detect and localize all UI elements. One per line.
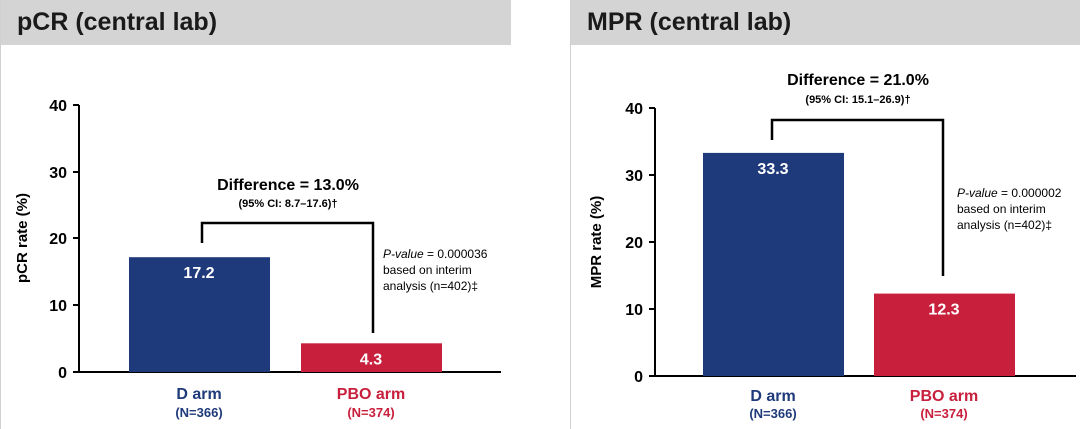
mpr-difference-label: Difference = 21.0% <box>787 72 929 89</box>
pcr-x-label-d-arm: D arm <box>176 386 221 403</box>
pcr-chart-svg: 0 10 20 30 40 pCR rate (%) 17.2 4.3 Diff… <box>14 98 501 420</box>
pcr-bar-pbo-arm-value: 4.3 <box>360 351 382 368</box>
pcr-x-n-pbo-arm: (N=374) <box>347 405 394 420</box>
mpr-bar-d-arm-value: 33.3 <box>757 161 788 178</box>
mpr-y-tick-label: 10 <box>625 302 643 319</box>
mpr-chart-title: MPR (central lab) <box>587 8 792 36</box>
mpr-pvalue-line3: analysis (n=402)‡ <box>957 218 1052 232</box>
pcr-x-n-d-arm: (N=366) <box>175 405 222 420</box>
pcr-bar-pbo-arm <box>301 343 442 372</box>
mpr-bar-pbo-arm-value: 12.3 <box>928 302 959 319</box>
mpr-ci-label: (95% CI: 15.1–26.9)† <box>805 94 910 106</box>
pcr-bar-d-arm-value: 17.2 <box>183 265 214 282</box>
pcr-y-axis-label: pCR rate (%) <box>14 193 31 283</box>
mpr-y-ticks: 0 10 20 30 40 <box>625 101 655 386</box>
mpr-x-label-d-arm: D arm <box>750 388 795 405</box>
pcr-bar-d-arm <box>129 257 270 372</box>
pcr-y-tick-label: 20 <box>49 231 67 248</box>
mpr-y-tick-label: 30 <box>625 168 643 185</box>
pcr-panel-header: pCR (central lab) <box>1 0 511 45</box>
mpr-pvalue-line1: P-value = 0.000002 <box>957 186 1062 200</box>
pcr-y-tick-label: 0 <box>58 365 67 382</box>
mpr-y-tick-label: 40 <box>625 101 643 118</box>
pcr-pvalue-line1: P-value = 0.000036 <box>383 247 488 261</box>
mpr-chart-svg: 0 10 20 30 40 MPR rate (%) 33.3 12.3 Dif… <box>588 72 1076 421</box>
mpr-x-label-pbo-arm: PBO arm <box>910 388 978 405</box>
pcr-chart-title: pCR (central lab) <box>17 8 218 36</box>
pcr-pvalue-line2: based on interim <box>383 263 472 277</box>
pcr-x-label-pbo-arm: PBO arm <box>337 386 405 403</box>
mpr-x-n-pbo-arm: (N=374) <box>920 406 967 421</box>
mpr-difference-bracket <box>770 118 945 276</box>
mpr-bar-pbo-arm <box>874 293 1015 376</box>
mpr-y-axis-label: MPR rate (%) <box>588 196 605 289</box>
pcr-y-ticks: 0 10 20 30 40 <box>49 98 79 382</box>
pcr-difference-label: Difference = 13.0% <box>217 177 359 194</box>
pcr-difference-bracket <box>200 221 375 333</box>
pcr-y-tick-label: 30 <box>49 165 67 182</box>
mpr-pvalue-line2: based on interim <box>957 202 1046 216</box>
pcr-y-tick-label: 10 <box>49 298 67 315</box>
pcr-chart-panel: pCR (central lab) 0 10 20 30 40 pCR rate… <box>0 0 511 429</box>
mpr-chart-panel: MPR (central lab) 0 10 20 30 40 MPR rate… <box>570 0 1080 429</box>
mpr-x-n-d-arm: (N=366) <box>749 406 796 421</box>
mpr-panel-header: MPR (central lab) <box>571 0 1080 45</box>
mpr-bar-d-arm <box>703 152 844 376</box>
pcr-ci-label: (95% CI: 8.7–17.6)† <box>238 198 337 210</box>
mpr-y-tick-label: 20 <box>625 235 643 252</box>
mpr-y-tick-label: 0 <box>634 369 643 386</box>
pcr-pvalue-line3: analysis (n=402)‡ <box>383 279 478 293</box>
pcr-y-tick-label: 40 <box>49 98 67 115</box>
